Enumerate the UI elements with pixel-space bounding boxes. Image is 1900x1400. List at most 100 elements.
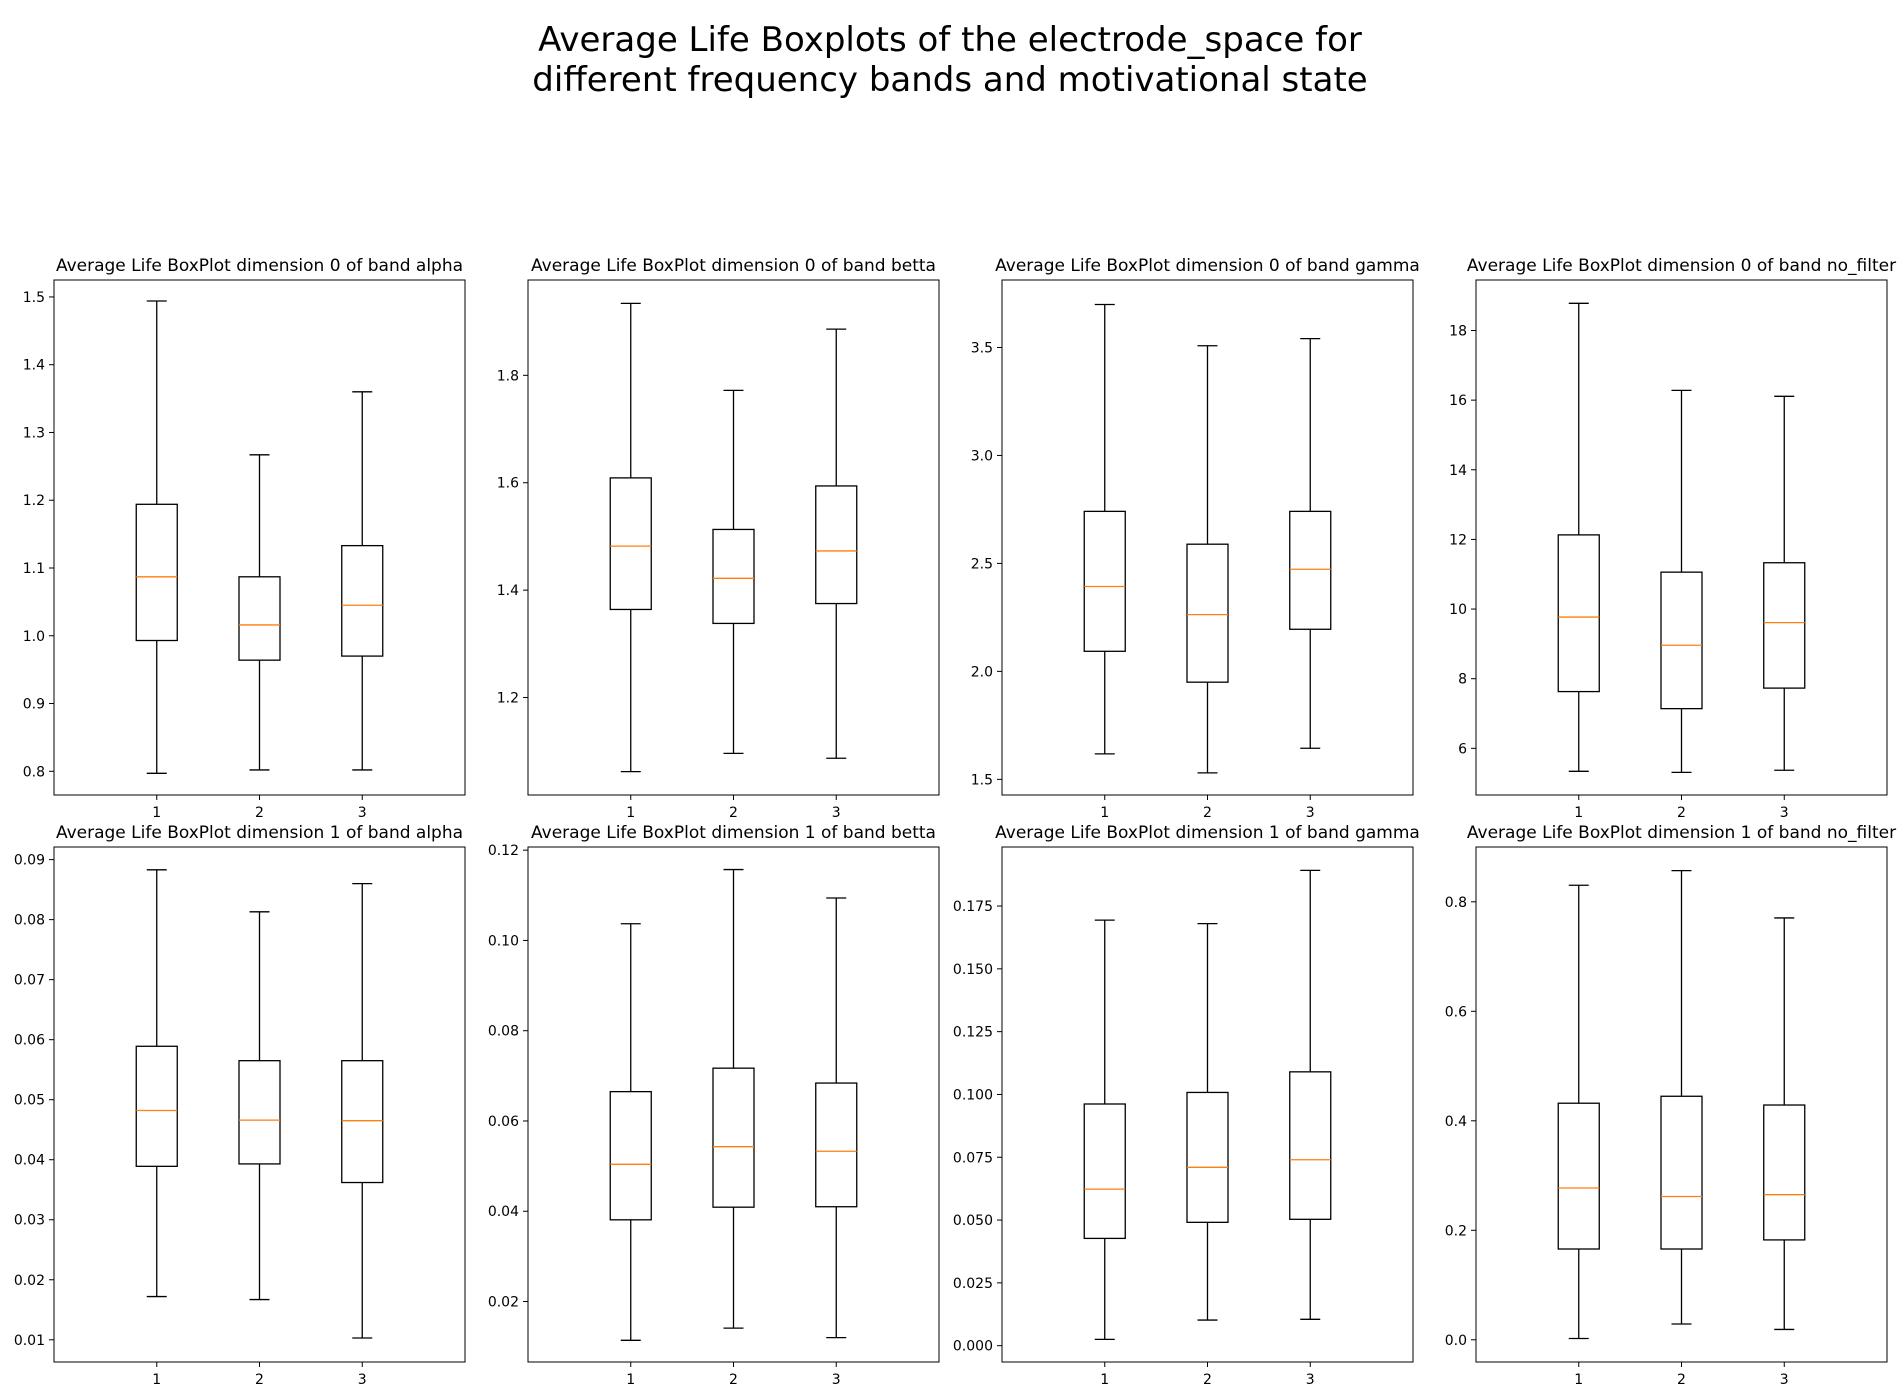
y-tick-label: 18 (1449, 323, 1467, 339)
y-tick-label: 0.08 (14, 913, 45, 929)
iqr-box (1763, 1104, 1806, 1241)
y-tick-label: 0.150 (953, 962, 993, 978)
boxplot-panel-1: Average Life BoxPlot dimension 0 of band… (23, 256, 466, 821)
y-tick-label: 1.2 (497, 691, 519, 707)
y-tick-label: 10 (1449, 602, 1467, 618)
iqr-box (712, 1067, 755, 1208)
y-tick-label: 12 (1449, 532, 1467, 548)
y-tick-label: 2.5 (971, 556, 993, 572)
y-tick-label: 1.8 (497, 368, 519, 384)
y-tick-label: 3.5 (971, 340, 993, 356)
y-tick-label: 0.075 (953, 1150, 993, 1166)
x-tick-label: 1 (152, 805, 161, 821)
box-1 (135, 869, 178, 1298)
box-1 (1083, 303, 1126, 755)
iqr-box (1660, 571, 1703, 710)
iqr-box (341, 1060, 384, 1184)
iqr-box (1186, 1091, 1229, 1223)
axes-frame (1475, 279, 1888, 796)
y-tick-label: 1.4 (23, 358, 45, 374)
iqr-box (135, 503, 178, 642)
x-tick-label: 2 (729, 1372, 738, 1388)
iqr-box (1289, 510, 1332, 630)
figure-title-line-1: Average Life Boxplots of the electrode_s… (538, 20, 1362, 60)
box-3 (341, 882, 384, 1339)
boxplot-panel-8: Average Life BoxPlot dimension 1 of band… (1445, 823, 1896, 1388)
axes-frame (1475, 846, 1888, 1363)
iqr-box (815, 1082, 858, 1208)
boxplot-panel-5: Average Life BoxPlot dimension 1 of band… (14, 823, 466, 1388)
x-tick-label: 3 (1306, 805, 1315, 821)
box-2 (712, 868, 755, 1329)
box-2 (712, 389, 755, 755)
x-tick-label: 1 (152, 1372, 161, 1388)
y-tick-label: 0.8 (1445, 895, 1467, 911)
x-tick-label: 3 (1780, 1372, 1789, 1388)
y-tick-label: 0.07 (14, 973, 45, 989)
y-tick-label: 0.2 (1445, 1223, 1467, 1239)
y-tick-label: 1.1 (23, 561, 45, 577)
box-1 (1083, 919, 1126, 1341)
figure-title-line-2: different frequency bands and motivation… (532, 60, 1368, 100)
axes-frame (1001, 846, 1414, 1363)
y-tick-label: 0.06 (14, 1033, 45, 1049)
axes-frame (53, 846, 466, 1363)
x-tick-label: 3 (1780, 805, 1789, 821)
y-tick-label: 0.175 (953, 899, 993, 915)
y-tick-label: 3.0 (971, 448, 993, 464)
y-tick-label: 0.9 (23, 697, 45, 713)
iqr-box (815, 485, 858, 605)
y-tick-label: 16 (1449, 393, 1467, 409)
x-tick-label: 3 (1306, 1372, 1315, 1388)
y-tick-label: 2.0 (971, 664, 993, 680)
box-3 (1763, 395, 1806, 771)
x-tick-label: 1 (1574, 1372, 1583, 1388)
iqr-box (1763, 562, 1806, 689)
iqr-box (238, 576, 281, 661)
axes-frame (53, 279, 466, 796)
x-tick-label: 1 (1574, 805, 1583, 821)
y-tick-label: 0.6 (1445, 1004, 1467, 1020)
box-1 (135, 300, 178, 774)
x-tick-label: 3 (358, 1372, 367, 1388)
iqr-box (1557, 534, 1600, 693)
y-tick-label: 0.04 (488, 1204, 519, 1220)
x-tick-label: 3 (832, 1372, 841, 1388)
iqr-box (609, 1090, 652, 1221)
iqr-box (609, 477, 652, 611)
box-3 (341, 391, 384, 771)
boxplot-panel-3: Average Life BoxPlot dimension 0 of band… (971, 256, 1420, 821)
boxplot-panel-7: Average Life BoxPlot dimension 1 of band… (953, 823, 1420, 1388)
iqr-box (135, 1045, 178, 1167)
y-tick-label: 0.06 (488, 1114, 519, 1130)
panel-title: Average Life BoxPlot dimension 1 of band… (1467, 823, 1896, 843)
box-3 (815, 328, 858, 759)
x-tick-label: 3 (358, 805, 367, 821)
y-tick-label: 0.02 (488, 1295, 519, 1311)
box-3 (1289, 337, 1332, 749)
box-2 (238, 911, 281, 1301)
box-1 (609, 923, 652, 1341)
axes-frame (1001, 279, 1414, 796)
y-tick-label: 1.0 (23, 629, 45, 645)
y-tick-label: 0.4 (1445, 1114, 1467, 1130)
y-tick-label: 1.2 (23, 493, 45, 509)
x-tick-label: 3 (832, 805, 841, 821)
panel-title: Average Life BoxPlot dimension 1 of band… (56, 823, 463, 843)
box-2 (238, 454, 281, 771)
iqr-box (341, 544, 384, 657)
iqr-box (1186, 543, 1229, 683)
x-tick-label: 2 (255, 805, 264, 821)
iqr-box (1289, 1071, 1332, 1220)
y-tick-label: 1.6 (497, 476, 519, 492)
box-2 (1660, 869, 1703, 1325)
y-tick-label: 1.5 (23, 290, 45, 306)
y-tick-label: 0.0 (1445, 1333, 1467, 1349)
panel-title: Average Life BoxPlot dimension 0 of band… (995, 256, 1420, 276)
iqr-box (712, 528, 755, 625)
iqr-box (1083, 1103, 1126, 1240)
y-tick-label: 6 (1458, 741, 1467, 757)
axes-frame (527, 846, 940, 1363)
boxplot-panel-2: Average Life BoxPlot dimension 0 of band… (497, 256, 940, 821)
